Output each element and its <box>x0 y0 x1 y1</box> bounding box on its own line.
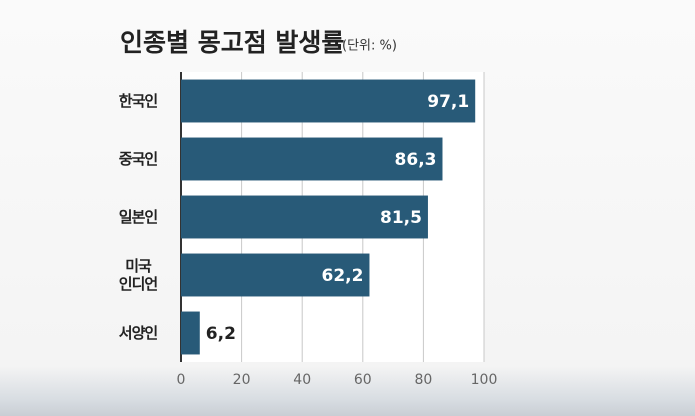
value-label: 62,2 <box>322 266 364 286</box>
x-tick-label: 20 <box>233 372 251 388</box>
x-tick-label: 80 <box>414 372 432 388</box>
chart-subtitle: (단위: %) <box>342 39 397 54</box>
value-label: 97,1 <box>427 92 469 112</box>
value-label: 86,3 <box>395 150 437 170</box>
category-label: 서양인 <box>118 324 158 342</box>
bar <box>181 253 370 297</box>
chart-title: 인종별 몽고점 발생률 <box>120 28 344 57</box>
bar <box>181 195 428 239</box>
x-tick-label: 40 <box>293 372 311 388</box>
x-tick-label: 60 <box>354 372 372 388</box>
x-tick-label: 0 <box>177 372 186 388</box>
category-label: 중국인 <box>118 150 158 168</box>
bar <box>181 137 443 181</box>
x-tick-label: 100 <box>471 372 498 388</box>
category-label: 미국 인디언 <box>118 257 158 293</box>
bar <box>181 79 476 123</box>
bar <box>181 311 200 355</box>
value-label: 81,5 <box>380 208 422 228</box>
category-label: 일본인 <box>118 208 158 226</box>
category-label: 한국인 <box>118 92 158 110</box>
value-label: 6,2 <box>206 324 236 344</box>
